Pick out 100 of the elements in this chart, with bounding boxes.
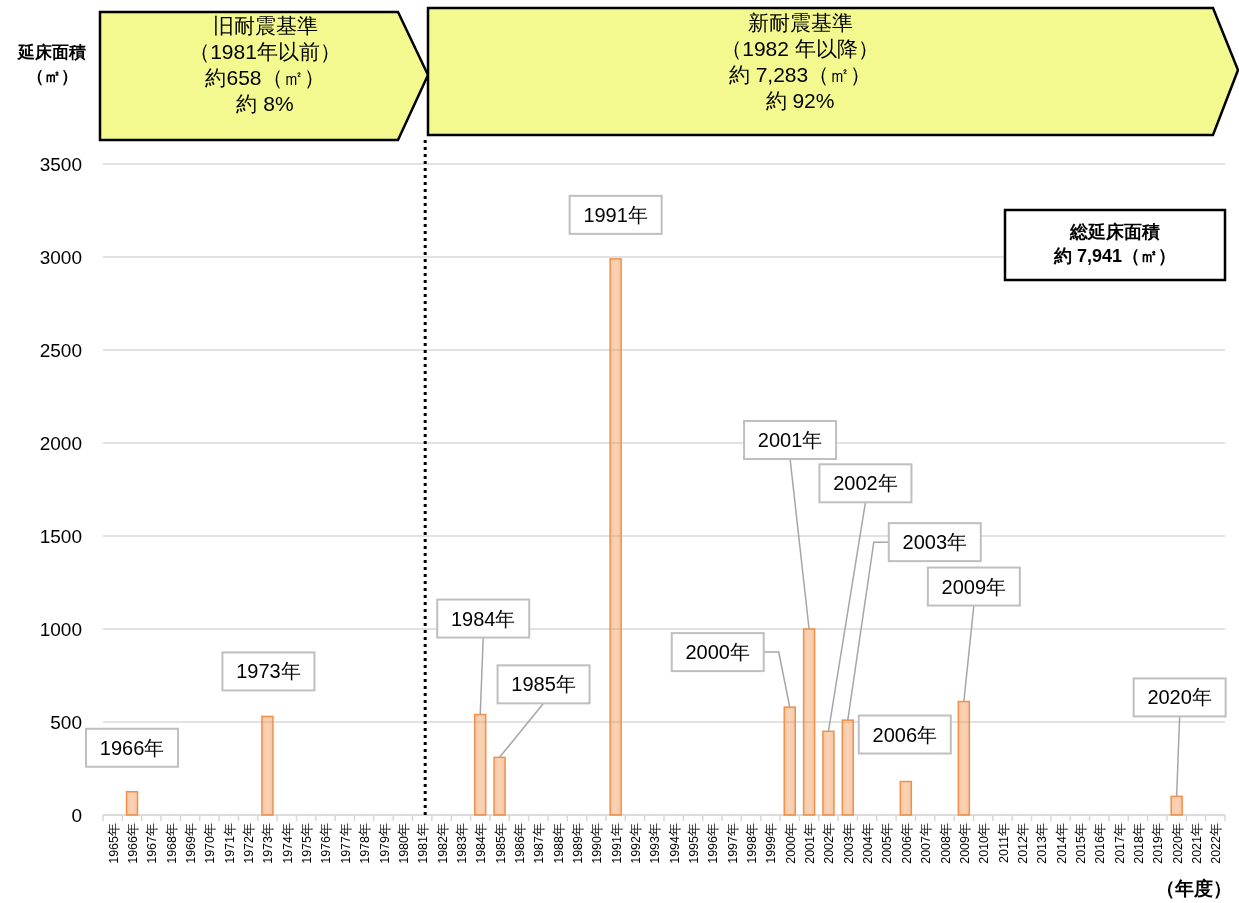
x-tick-label: 1979年 [377, 823, 392, 864]
annotation: 2002年 [833, 472, 898, 495]
bar [822, 730, 835, 816]
annotation: 2006年 [872, 723, 938, 746]
annotation: 総延床面積 [1069, 222, 1160, 242]
bar [473, 713, 487, 816]
x-tick-label: 2012年 [1015, 823, 1030, 864]
text: （1982 年以降） [721, 37, 879, 60]
x-tick-label: 2009年 [957, 823, 972, 864]
x-tick-label: 1985年 [493, 823, 508, 864]
x-tick-label: 1980年 [396, 823, 411, 864]
annotation: 1984年 [450, 607, 516, 630]
y-tick-label: 500 [50, 712, 82, 733]
x-tick-label: 1966年 [126, 823, 141, 864]
bar [899, 780, 913, 816]
x-tick-label: 2021年 [1189, 823, 1204, 864]
x-tick-label: 2005年 [880, 823, 895, 864]
annotation: 2020年 [1147, 686, 1212, 709]
y-tick-label: 1000 [39, 619, 82, 640]
x-tick-label: 2017年 [1112, 823, 1127, 864]
annotation: 2000年 [685, 641, 750, 664]
text: 約 92% [765, 89, 835, 112]
text: 新耐震基準 [747, 11, 853, 34]
x-tick-label: 1986年 [512, 823, 527, 864]
x-tick-label: 1992年 [628, 823, 643, 864]
x-tick-label: 1974年 [280, 823, 295, 864]
text: 旧耐震基準 [212, 14, 318, 37]
x-tick-label: 2008年 [938, 823, 953, 864]
x-tick-label: 1970年 [203, 823, 218, 864]
x-tick-label: 2020年 [1170, 823, 1185, 864]
x-tick-label: 1988年 [551, 823, 566, 864]
bar [125, 791, 139, 816]
annotation: 1973年 [236, 660, 301, 683]
x-tick-label: 1977年 [338, 823, 353, 864]
x-tick-label: 1994年 [667, 823, 682, 864]
y-tick-label: 1500 [39, 526, 82, 547]
y-tick-label: 2500 [39, 340, 82, 361]
x-tick-label: 1983年 [454, 823, 469, 864]
y-tick-label: 2000 [39, 433, 82, 454]
y-axis-title: 延床面積（㎡） [16, 43, 86, 86]
bar [802, 628, 816, 816]
x-tick-label: 2004年 [861, 823, 876, 864]
x-tick-label: 2014年 [1054, 823, 1069, 864]
x-tick-label: 2003年 [841, 823, 856, 864]
x-tick-label: 2016年 [1093, 823, 1108, 864]
x-tick-label: 2019年 [1151, 823, 1166, 864]
x-tick-label: 2015年 [1073, 823, 1088, 864]
x-tick-label: 1965年 [106, 823, 121, 864]
x-tick-label: 1973年 [261, 823, 276, 864]
bar [1170, 795, 1183, 816]
text: （1981年以前） [189, 40, 341, 63]
x-axis-title: （年度） [1156, 878, 1232, 899]
x-tick-label: 1967年 [145, 823, 160, 864]
text: 約 8% [236, 92, 294, 115]
annotation: 2003年 [902, 531, 968, 554]
bar [841, 719, 855, 816]
x-tick-label: 2001年 [803, 823, 818, 864]
x-tick-label: 1981年 [416, 823, 431, 864]
bar [783, 706, 796, 816]
x-tick-label: 1998年 [745, 823, 760, 864]
y-tick-label: 0 [71, 805, 82, 826]
annotation: 2009年 [941, 575, 1007, 598]
x-tick-label: 2002年 [822, 823, 837, 864]
y-tick-label: 3500 [39, 154, 82, 175]
x-tick-label: 2006年 [899, 823, 914, 864]
x-tick-label: 1991年 [609, 823, 624, 864]
x-tick-label: 1989年 [570, 823, 585, 864]
x-tick-label: 1971年 [222, 823, 237, 864]
annotation: 2001年 [757, 429, 823, 451]
bar [609, 258, 622, 816]
annotation: 1966年 [99, 736, 165, 759]
annotation: 1985年 [511, 673, 576, 696]
x-tick-label: 1990年 [590, 823, 605, 864]
text: 約 7,283（㎡） [728, 63, 872, 86]
x-tick-label: 1982年 [435, 823, 450, 864]
x-tick-label: 1969年 [184, 823, 199, 864]
x-tick-label: 1995年 [687, 823, 702, 864]
x-tick-label: 1996年 [706, 823, 721, 864]
x-tick-label: 1976年 [319, 823, 334, 864]
x-tick-label: 2013年 [1035, 823, 1050, 864]
text: 約658（㎡） [205, 66, 325, 89]
x-tick-label: 1978年 [358, 823, 373, 864]
x-tick-label: 2010年 [977, 823, 992, 864]
bar [261, 715, 274, 816]
x-tick-label: 1997年 [725, 823, 740, 864]
x-tick-label: 2022年 [1209, 823, 1224, 864]
x-tick-label: 1999年 [764, 823, 779, 864]
bar [493, 756, 506, 816]
x-tick-label: 1987年 [532, 823, 547, 864]
x-tick-label: 2007年 [919, 823, 934, 864]
x-tick-label: 1984年 [474, 823, 489, 864]
annotation: 約 7,941（㎡） [1052, 246, 1177, 266]
x-tick-label: 2011年 [996, 823, 1011, 863]
x-tick-label: 1968年 [164, 823, 179, 864]
y-tick-label: 3000 [39, 247, 82, 268]
annotation: 1991年 [583, 203, 648, 226]
bar [957, 700, 971, 816]
x-tick-label: 2018年 [1131, 823, 1146, 864]
x-tick-label: 1993年 [648, 823, 663, 864]
x-tick-label: 2000年 [783, 823, 798, 864]
